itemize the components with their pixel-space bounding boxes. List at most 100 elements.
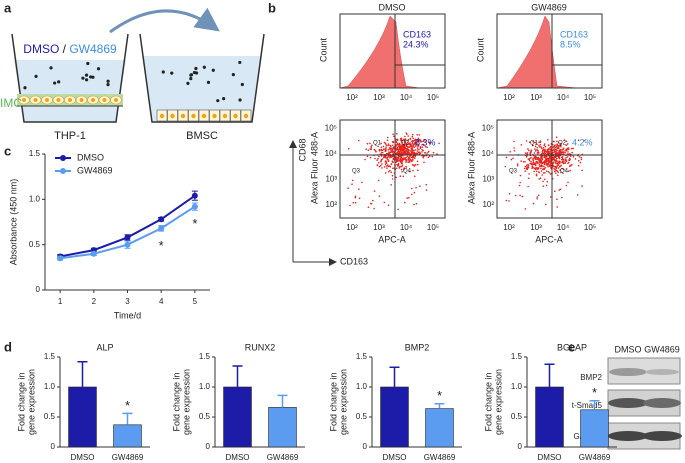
event-dot — [532, 159, 535, 162]
event-dot — [509, 151, 512, 153]
event-dot — [413, 139, 416, 142]
event-dot — [566, 148, 568, 151]
event-dot — [399, 150, 401, 152]
event-dot — [555, 162, 557, 165]
event-dot — [564, 162, 566, 164]
event-dot — [407, 135, 410, 137]
event-dot — [381, 151, 384, 154]
event-dot — [529, 153, 531, 155]
event-dot — [541, 152, 543, 155]
event-dot — [542, 149, 544, 152]
bar — [223, 386, 252, 448]
event-dot — [546, 150, 549, 153]
event-dot — [379, 153, 382, 155]
event-dot — [386, 156, 389, 158]
event-dot — [545, 158, 547, 161]
event-dot — [397, 163, 400, 166]
quadrant-label: Q2 — [401, 141, 410, 147]
event-dot — [543, 144, 545, 146]
event-dot — [565, 159, 568, 161]
histogram — [339, 15, 421, 89]
significance: * — [592, 385, 597, 400]
nucleus — [45, 98, 49, 102]
event-dot — [556, 162, 559, 165]
bar — [535, 386, 564, 448]
event-dot — [422, 156, 425, 159]
event-dot — [413, 146, 416, 148]
event-dot — [540, 167, 542, 170]
event-dot — [416, 150, 419, 152]
significance: * — [192, 216, 197, 231]
event-dot — [547, 165, 549, 168]
event-dot — [415, 202, 418, 205]
panel-a: DMSO / GW4869 IMC THP-1 BMSC — [0, 7, 265, 142]
event-dot — [374, 149, 377, 152]
event-dot — [405, 166, 408, 168]
exosome — [240, 82, 244, 87]
event-dot — [510, 158, 513, 161]
event-dot — [390, 149, 392, 152]
event-dot — [404, 148, 407, 150]
event-dot — [565, 140, 568, 143]
event-dot — [519, 174, 522, 177]
event-dot — [554, 190, 556, 192]
event-dot — [540, 157, 543, 160]
point — [191, 203, 198, 210]
event-dot — [386, 139, 389, 142]
event-dot — [557, 152, 559, 155]
exosome — [222, 97, 226, 101]
event-dot — [556, 144, 559, 146]
event-dot — [410, 156, 413, 158]
event-dot — [556, 149, 558, 152]
event-dot — [535, 167, 538, 169]
plot-frame — [339, 13, 446, 89]
y-axis-label: gene expression — [181, 369, 191, 435]
event-dot — [358, 197, 361, 200]
event-dot — [416, 143, 418, 145]
y-tick-label: 1.5 — [29, 149, 41, 158]
event-dot — [404, 135, 406, 138]
plot-frame — [339, 119, 446, 219]
error-bar — [544, 363, 555, 387]
event-dot — [550, 173, 552, 175]
event-dot — [545, 164, 548, 166]
event-dot — [370, 148, 372, 151]
event-dot — [560, 145, 562, 148]
event-dot — [407, 152, 410, 154]
axis-label: Alexa Fluor 488-A — [466, 132, 476, 204]
nucleus — [201, 113, 207, 119]
event-dot — [566, 147, 569, 150]
bar — [268, 407, 297, 448]
event-dot — [550, 164, 552, 167]
event-dot — [408, 149, 410, 152]
event-dot — [391, 178, 394, 180]
event-dot — [554, 156, 556, 159]
western-blot — [607, 357, 682, 450]
event-dot — [397, 156, 400, 159]
y-tick-label: 0 — [206, 442, 211, 451]
event-dot — [538, 164, 541, 166]
event-dot — [553, 161, 555, 163]
event-dot — [555, 150, 557, 153]
y-tick-label: 1.0 — [44, 382, 56, 391]
y-axis-label: Fold change in — [328, 372, 338, 431]
event-dot — [387, 143, 390, 145]
event-dot — [436, 153, 438, 155]
event-dot — [358, 139, 360, 142]
event-dot — [559, 188, 562, 191]
event-dot — [554, 148, 557, 151]
event-dot — [527, 148, 529, 150]
event-dot — [561, 196, 563, 199]
event-dot — [398, 159, 401, 162]
event-dot — [390, 163, 393, 165]
cells — [18, 60, 252, 122]
event-dot — [521, 195, 524, 198]
exosome — [81, 76, 85, 80]
x-tick-label: DMSO — [71, 453, 95, 462]
event-dot — [544, 145, 547, 148]
event-dot — [397, 150, 400, 152]
event-dot — [535, 156, 538, 159]
error-bar — [277, 394, 288, 408]
event-dot — [528, 158, 530, 161]
event-dot — [395, 167, 398, 170]
